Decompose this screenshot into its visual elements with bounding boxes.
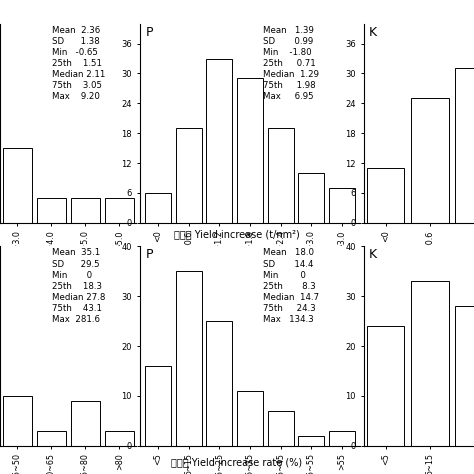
Bar	[455, 306, 474, 446]
Bar	[175, 271, 201, 446]
Bar	[145, 193, 171, 223]
Bar	[2, 148, 32, 223]
Bar	[367, 168, 404, 223]
Bar	[206, 321, 232, 446]
Bar	[2, 396, 32, 446]
Text: K: K	[369, 248, 377, 262]
Bar	[71, 198, 100, 223]
Bar	[237, 391, 263, 446]
Text: P: P	[146, 248, 154, 262]
Bar	[36, 198, 66, 223]
Bar	[105, 198, 134, 223]
Text: K: K	[369, 26, 377, 39]
Bar	[298, 436, 324, 446]
Bar	[411, 99, 448, 223]
Bar	[71, 401, 100, 446]
Bar	[145, 366, 171, 446]
Text: 增产量 Yield increase (t/nm²): 增产量 Yield increase (t/nm²)	[174, 229, 300, 240]
Bar	[105, 430, 134, 446]
Text: Mean   18.0
SD       14.4
Min        0
25th       8.3
Median  14.7
75th     24.3: Mean 18.0 SD 14.4 Min 0 25th 8.3 Median …	[263, 248, 319, 324]
Bar	[411, 282, 448, 446]
Bar	[298, 173, 324, 223]
Bar	[175, 128, 201, 223]
Text: Mean  35.1
SD      29.5
Min       0
25th    18.3
Median 27.8
75th    43.1
Max  2: Mean 35.1 SD 29.5 Min 0 25th 18.3 Median…	[52, 248, 105, 324]
Bar	[455, 69, 474, 223]
Bar	[206, 59, 232, 223]
Bar	[367, 326, 404, 446]
Bar	[329, 430, 355, 446]
Bar	[237, 79, 263, 223]
Text: Mean  2.36
SD      1.38
Min   -0.65
25th    1.51
Median 2.11
75th    3.05
Max   : Mean 2.36 SD 1.38 Min -0.65 25th 1.51 Me…	[52, 26, 105, 101]
Bar	[268, 410, 294, 446]
Bar	[268, 128, 294, 223]
Text: 增产率 Yield increase rate (%): 增产率 Yield increase rate (%)	[172, 457, 302, 467]
Text: P: P	[146, 26, 154, 39]
Bar	[36, 430, 66, 446]
Bar	[329, 188, 355, 223]
Text: Mean   1.39
SD       0.99
Min    -1.80
25th     0.71
Median  1.29
75th     1.98
: Mean 1.39 SD 0.99 Min -1.80 25th 0.71 Me…	[263, 26, 319, 101]
